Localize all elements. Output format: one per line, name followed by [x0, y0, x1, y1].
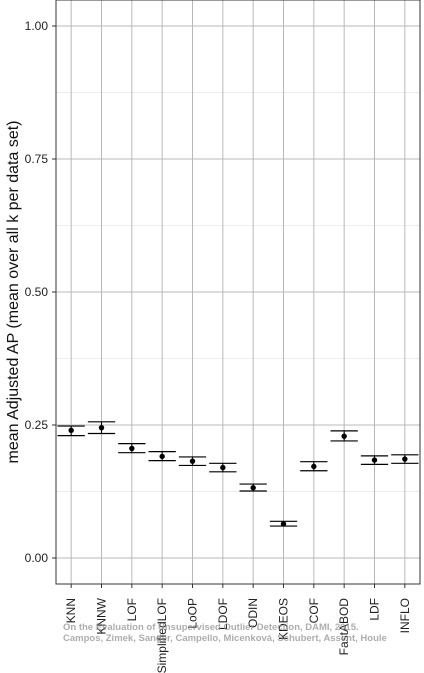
mean-point — [402, 456, 408, 462]
watermark-line-2: Campos, Zimek, Sander, Campello, Micenko… — [63, 633, 387, 644]
y-tick-label: 1.00 — [25, 19, 49, 33]
mean-point — [311, 463, 317, 470]
y-tick-label: 0.00 — [25, 551, 49, 565]
mean-point — [189, 458, 196, 464]
x-axis: KNN KNNW LOF SimplifiedLOF LoOP LDOF ODIN KDEOS… — [64, 584, 412, 673]
data-layer — [57, 421, 419, 527]
x-tick-label: LDOF — [216, 598, 230, 630]
x-tick-label: KDEOS — [277, 598, 291, 640]
x-tick-label: INFLO — [398, 598, 412, 633]
y-tick-label: 0.25 — [25, 418, 49, 432]
mean-point — [280, 521, 287, 527]
mean-point — [159, 453, 165, 460]
x-tick-label: LDF — [368, 598, 382, 621]
mean-point — [98, 424, 105, 431]
mean-point — [341, 433, 347, 439]
x-tick-label: FastABOD — [337, 598, 351, 656]
mean-point — [220, 464, 226, 471]
watermark-line-1: On the Evaluation of Unsupervised Outlie… — [63, 622, 359, 633]
y-tick-label: 0.50 — [25, 285, 49, 299]
x-tick-label: ODIN — [246, 598, 260, 628]
x-tick-label: LOF — [125, 598, 139, 621]
x-tick-label: SimplifiedLOF — [155, 598, 169, 673]
mean-point — [371, 457, 378, 463]
x-tick-label: KNNW — [95, 597, 109, 634]
y-axis-title: mean Adjusted AP (mean over all k per da… — [5, 120, 22, 463]
mean-point — [250, 485, 256, 491]
y-axis: 0.00 0.25 0.50 0.75 1.00 — [25, 19, 56, 565]
mean-point — [68, 427, 74, 434]
x-tick-label: LoOP — [186, 598, 200, 629]
x-tick-label: KNN — [64, 598, 78, 623]
mean-point — [129, 445, 135, 452]
y-tick-label: 0.75 — [25, 152, 49, 166]
x-tick-label: COF — [307, 598, 321, 623]
